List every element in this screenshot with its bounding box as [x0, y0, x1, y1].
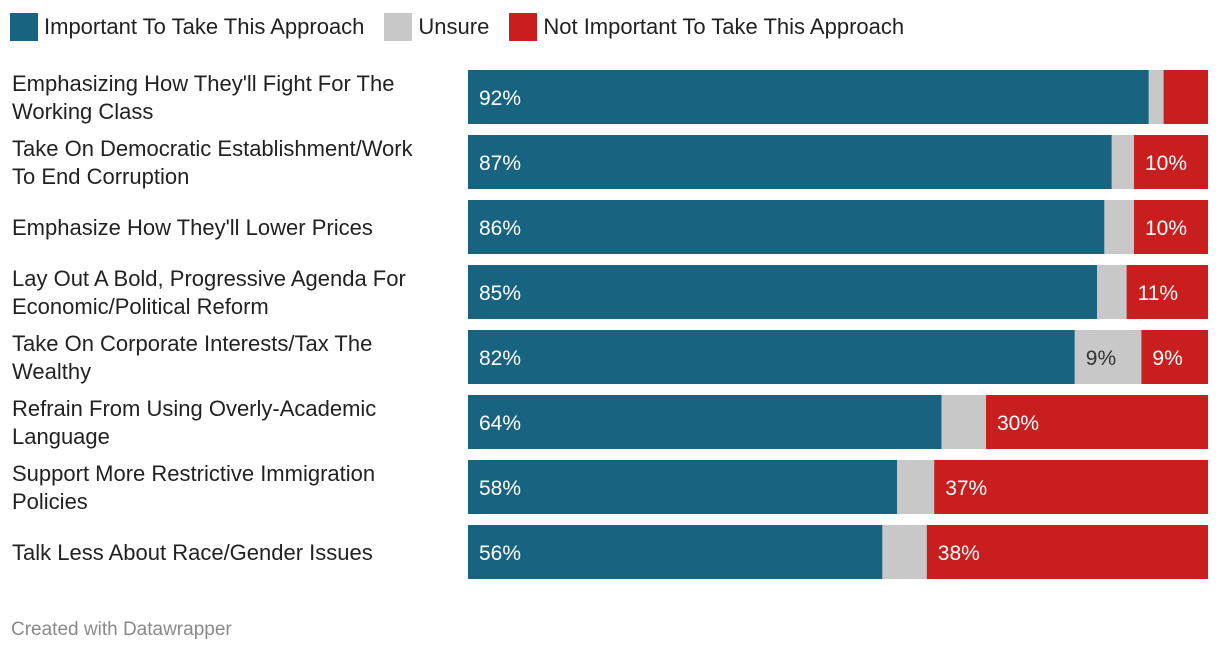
value-label-not-important: 11%	[1138, 282, 1178, 305]
bar-not-important	[1126, 265, 1208, 319]
value-label-not-important: 10%	[1145, 152, 1187, 175]
legend-item-not-important: Not Important To Take This Approach	[509, 13, 904, 41]
bar-unsure	[1074, 330, 1142, 384]
bar-not-important	[1163, 70, 1208, 124]
bar-important	[468, 135, 1112, 189]
value-label-not-important: 38%	[938, 542, 980, 565]
legend-swatch-not-important	[509, 13, 538, 41]
stacked-bar-chart: Emphasizing How They'll Fight For The Wor…	[12, 70, 1208, 579]
legend-item-important: Important To Take This Approach	[10, 13, 364, 41]
value-label-important: 64%	[479, 412, 521, 435]
legend-swatch-unsure	[384, 13, 413, 41]
bar-unsure	[1104, 200, 1134, 254]
category-label: Take On Corporate Interests/Tax The Wealt…	[12, 331, 372, 384]
value-label-important: 85%	[479, 282, 521, 305]
category-label: Lay Out A Bold, Progressive Agenda For Ec…	[12, 266, 406, 319]
bar-not-important	[1141, 330, 1208, 384]
bar-unsure	[941, 395, 986, 449]
bar-not-important	[986, 395, 1208, 449]
value-label-important: 92%	[479, 87, 521, 110]
legend-label-not-important: Not Important To Take This Approach	[543, 14, 905, 39]
bar-important	[468, 525, 883, 579]
bar-important	[468, 70, 1149, 124]
bar-unsure	[1148, 70, 1164, 124]
value-label-unsure: 9%	[1086, 347, 1116, 370]
bar-unsure	[897, 460, 935, 514]
bar-important	[468, 330, 1075, 384]
category-label: Take On Democratic Establishment/Work To …	[12, 136, 414, 189]
category-label: Support More Restrictive Immigration Poli…	[12, 461, 375, 514]
category-label: Emphasizing How They'll Fight For The Wor…	[12, 71, 394, 124]
chart-legend: Important To Take This Approach Unsure N…	[10, 12, 924, 42]
bar-important	[468, 395, 942, 449]
datawrapper-credit: Created with Datawrapper	[11, 619, 232, 640]
bar-important	[468, 265, 1097, 319]
bar-not-important	[934, 460, 1208, 514]
legend-item-unsure: Unsure	[384, 13, 489, 41]
bar-unsure	[882, 525, 927, 579]
legend-label-unsure: Unsure	[418, 14, 490, 39]
category-label: Emphasize How They'll Lower Prices	[12, 215, 373, 240]
bar-not-important	[1134, 200, 1208, 254]
legend-label-important: Important To Take This Approach	[44, 14, 365, 39]
legend-swatch-important	[10, 13, 38, 41]
value-label-important: 56%	[479, 542, 521, 565]
bar-important	[468, 460, 898, 514]
bar-important	[468, 200, 1105, 254]
value-label-not-important: 37%	[945, 477, 987, 500]
category-label: Refrain From Using Overly-Academic Langua…	[12, 396, 376, 449]
value-label-important: 86%	[479, 217, 521, 240]
value-label-important: 87%	[479, 152, 521, 175]
value-label-important: 82%	[479, 347, 521, 370]
bar-unsure	[1097, 265, 1127, 319]
bar-unsure	[1111, 135, 1134, 189]
value-label-not-important: 9%	[1152, 347, 1182, 370]
value-label-not-important: 30%	[997, 412, 1039, 435]
category-label: Talk Less About Race/Gender Issues	[12, 540, 373, 565]
bar-not-important	[926, 525, 1208, 579]
value-label-not-important: 10%	[1145, 217, 1187, 240]
value-label-important: 58%	[479, 477, 521, 500]
bar-not-important	[1134, 135, 1208, 189]
